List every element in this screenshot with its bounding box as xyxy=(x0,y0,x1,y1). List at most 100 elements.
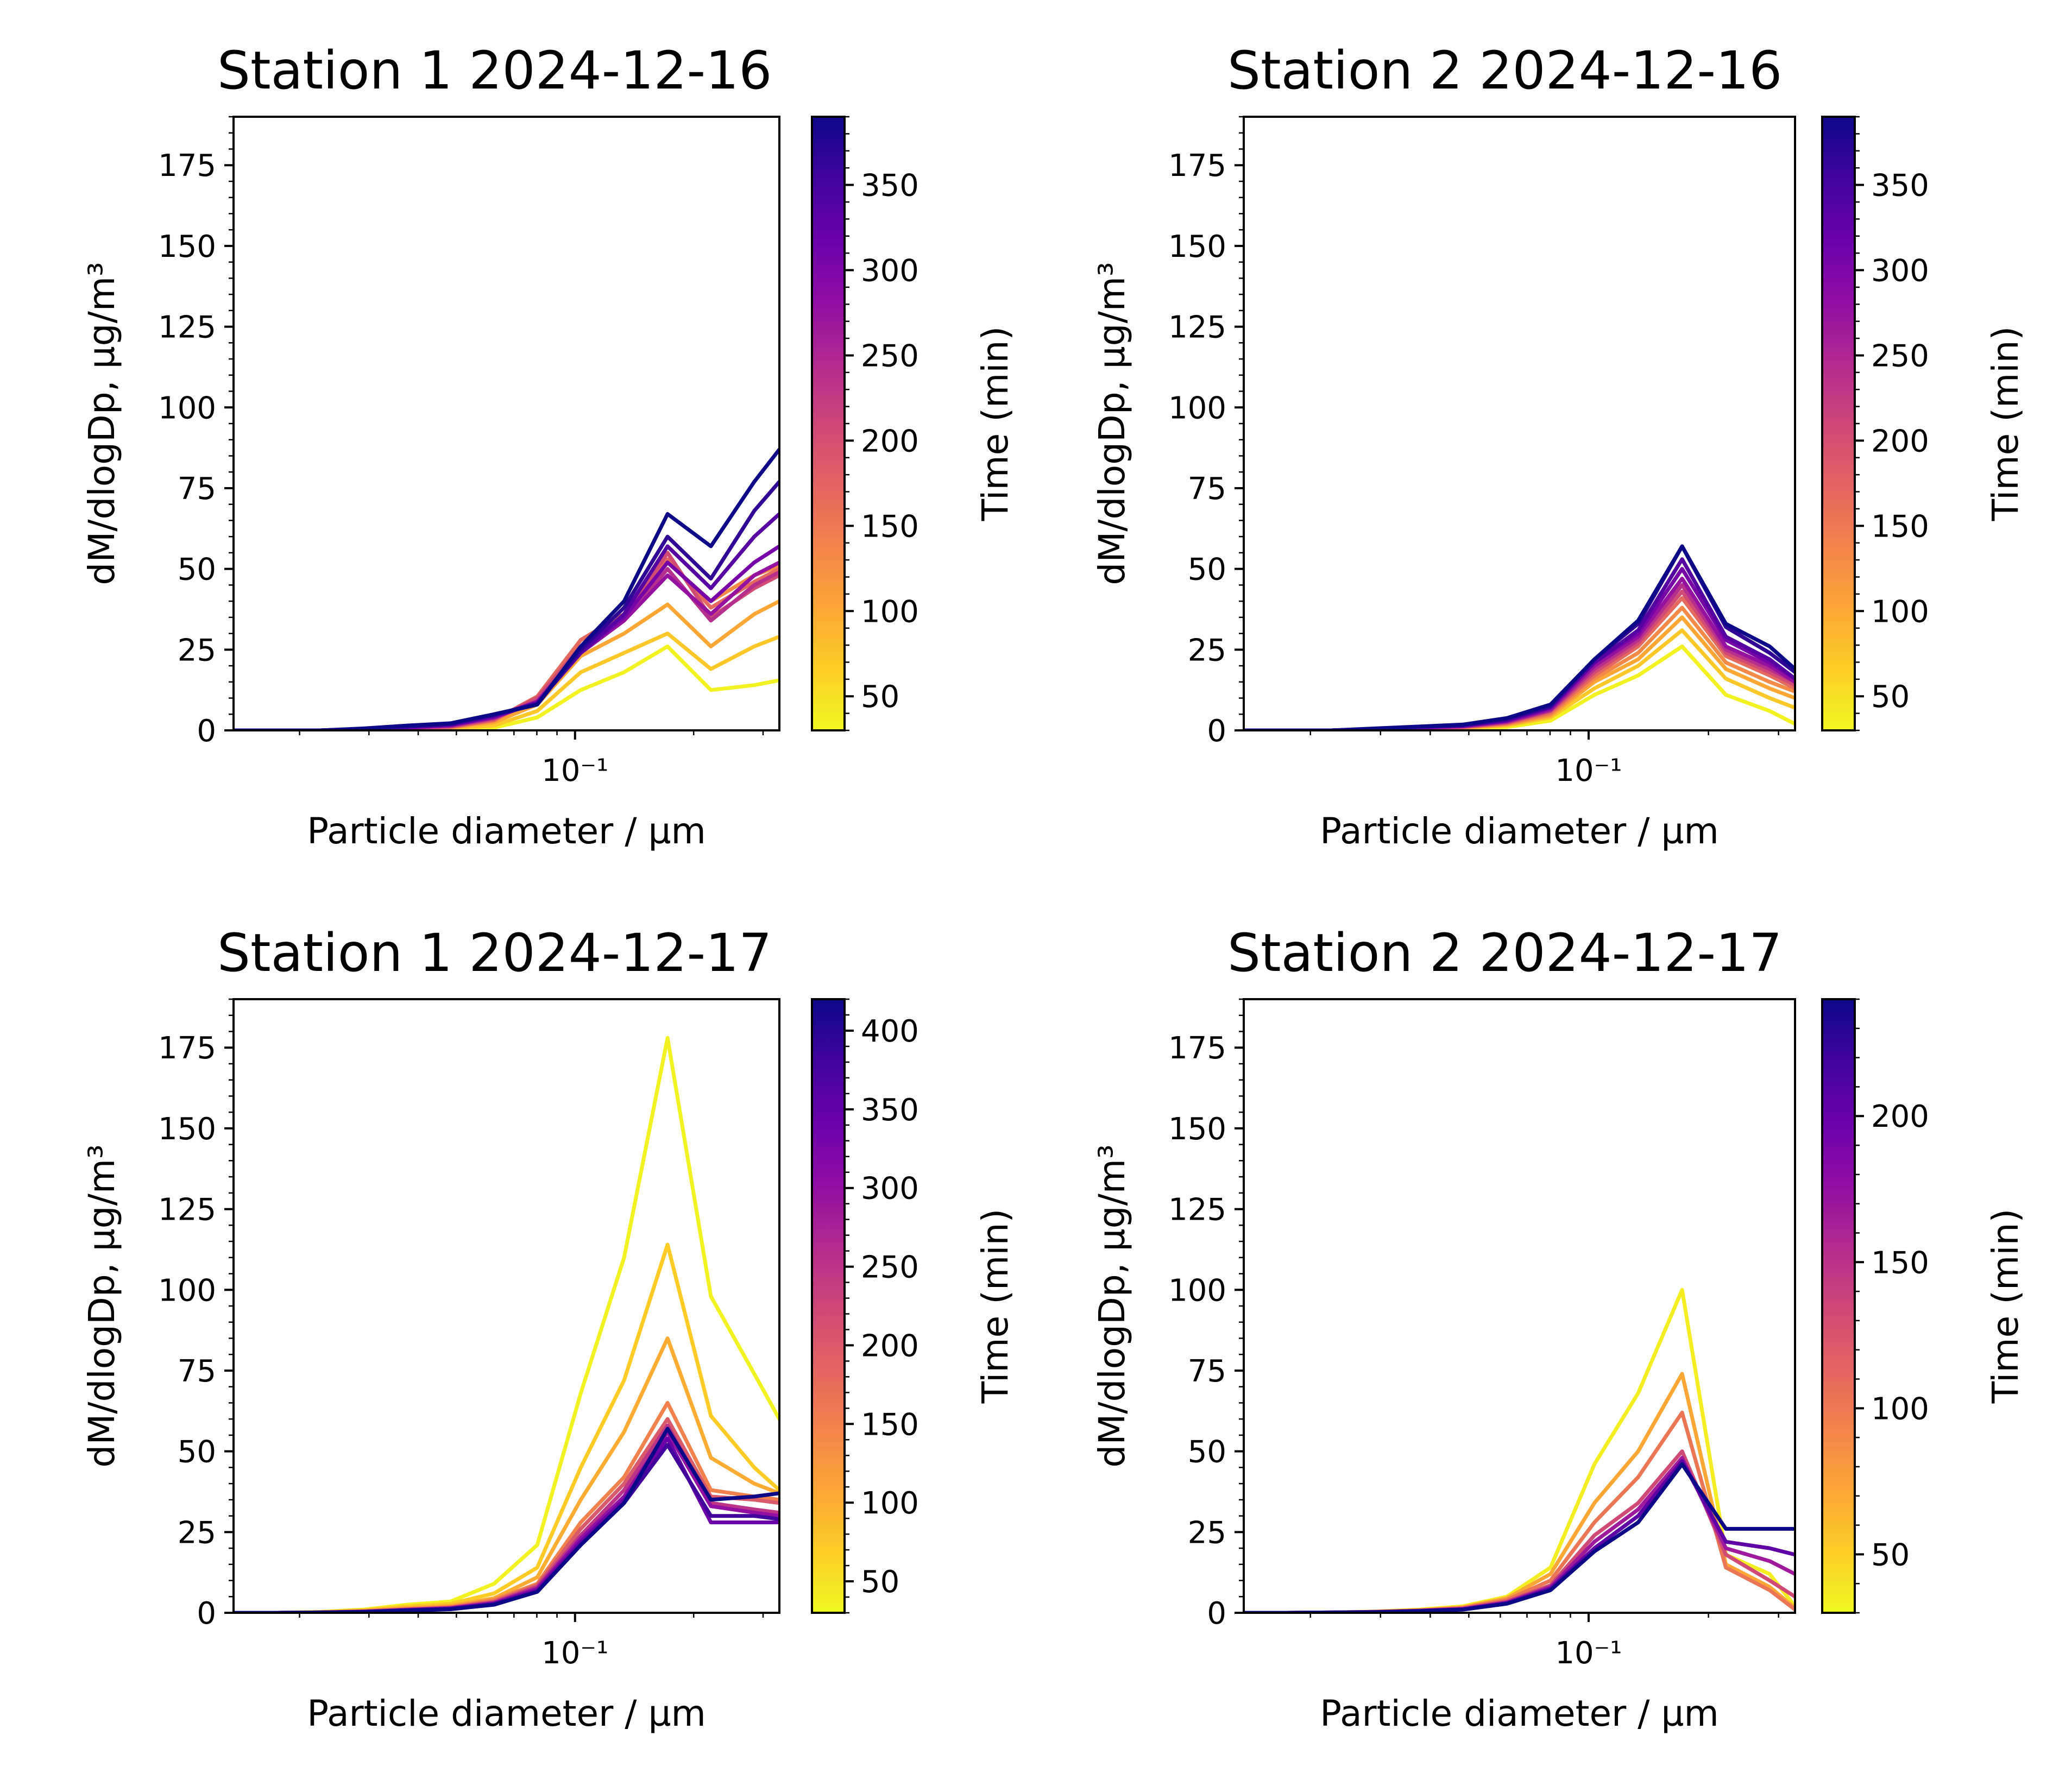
y-axis-label: dM/dlogDp, µg/m³ xyxy=(1091,1144,1133,1467)
y-tick-label: 175 xyxy=(158,148,216,184)
colorbar: 50 100 150 200 Time (min) xyxy=(1821,998,2026,1614)
x-axis-label: Particle diameter / µm xyxy=(1320,1693,1719,1734)
y-tick-label: 125 xyxy=(158,1192,216,1228)
colorbar-tick-label: 50 xyxy=(861,1564,899,1600)
colorbar-tick-label: 150 xyxy=(861,509,919,544)
colorbar-tick-label: 250 xyxy=(861,338,919,374)
series-line-1 xyxy=(1244,1288,1795,1613)
colorbar-fill xyxy=(1822,999,1855,1613)
series-line-5 xyxy=(234,557,779,730)
y-tick-label: 125 xyxy=(158,310,216,345)
colorbar-label: Time (min) xyxy=(1985,326,2026,521)
y-tick-label: 25 xyxy=(1188,1515,1226,1550)
colorbar-fill xyxy=(812,999,845,1613)
chart-title: Station 1 2024-12-17 xyxy=(217,923,772,983)
colorbar-tick-label: 350 xyxy=(861,168,919,204)
y-tick-label: 125 xyxy=(1168,310,1226,345)
series-line-5 xyxy=(234,1417,779,1613)
y-tick-label: 150 xyxy=(1168,229,1226,264)
y-axis-label: dM/dlogDp, µg/m³ xyxy=(1091,262,1133,585)
y-tick-label: 0 xyxy=(197,1596,216,1631)
x-axis-label: Particle diameter / µm xyxy=(307,810,706,852)
colorbar-tick-label: 200 xyxy=(861,1328,919,1364)
colorbar-tick-label: 350 xyxy=(861,1093,919,1128)
y-tick-label: 100 xyxy=(158,390,216,426)
y-tick-label: 0 xyxy=(197,714,216,749)
colorbar-tick-label: 200 xyxy=(1871,424,1929,459)
y-tick-label: 100 xyxy=(1168,1273,1226,1308)
x-tick-label: 10⁻¹ xyxy=(541,1636,608,1671)
colorbar-tick-label: 50 xyxy=(1871,1537,1910,1573)
chart-panel-4: Station 2 2024-12-17 0 25 50 75 100 125 150 175 1… xyxy=(1091,923,2026,1734)
x-axis-label: Particle diameter / µm xyxy=(1320,810,1719,852)
chart-panel-2: Station 2 2024-12-16 0 25 50 75 100 125 150 175 1… xyxy=(1091,40,2026,852)
y-tick-label: 175 xyxy=(1168,148,1226,184)
y-tick-label: 0 xyxy=(1207,714,1226,749)
y-tick-label: 25 xyxy=(178,633,216,668)
colorbar-tick-label: 100 xyxy=(861,594,919,629)
series-group xyxy=(1244,544,1795,730)
colorbar-tick-label: 100 xyxy=(1871,594,1929,629)
y-tick-label: 50 xyxy=(1188,552,1226,588)
y-tick-label: 50 xyxy=(178,552,216,588)
colorbar-tick-label: 250 xyxy=(1871,338,1929,374)
series-group xyxy=(234,447,779,730)
colorbar-fill xyxy=(1822,117,1855,730)
colorbar-tick-label: 100 xyxy=(1871,1391,1929,1427)
colorbar: 50 100 150 200 250 300 350 Time (min) xyxy=(1821,116,2026,731)
y-tick-label: 75 xyxy=(1188,471,1226,507)
series-line-4 xyxy=(234,1400,779,1613)
x-axis-label: Particle diameter / µm xyxy=(307,1693,706,1734)
y-tick-label: 150 xyxy=(158,229,216,264)
y-tick-label: 100 xyxy=(158,1273,216,1308)
colorbar-tick-label: 150 xyxy=(1871,509,1929,544)
y-tick-label: 125 xyxy=(1168,1192,1226,1228)
colorbar-tick-label: 200 xyxy=(1871,1099,1929,1134)
colorbar-tick-label: 150 xyxy=(1871,1245,1929,1280)
series-line-7 xyxy=(1244,583,1795,730)
colorbar: 50 100 150 200 250 300 350 400 Time (min) xyxy=(811,998,1016,1614)
y-tick-label: 50 xyxy=(178,1435,216,1470)
chart-title: Station 1 2024-12-16 xyxy=(217,40,772,101)
series-line-6 xyxy=(234,551,779,730)
y-tick-label: 0 xyxy=(1207,1596,1226,1631)
x-tick-label: 10⁻¹ xyxy=(1555,1636,1622,1671)
colorbar-tick-label: 100 xyxy=(861,1486,919,1521)
chart-title: Station 2 2024-12-16 xyxy=(1227,40,1782,101)
colorbar-frame xyxy=(811,998,846,1614)
y-tick-label: 150 xyxy=(158,1112,216,1147)
chart-panel-3: Station 1 2024-12-17 0 25 50 75 100 125 150 175 1… xyxy=(81,923,1016,1734)
colorbar-frame xyxy=(1821,998,1856,1614)
colorbar-fill xyxy=(812,117,845,730)
colorbar-tick-label: 350 xyxy=(1871,168,1929,204)
colorbar-tick-label: 50 xyxy=(861,679,899,715)
colorbar: 50 100 150 200 250 300 350 Time (min) xyxy=(811,116,1016,731)
plot-frame xyxy=(232,998,780,1614)
y-tick-label: 25 xyxy=(178,1515,216,1550)
y-tick-label: 75 xyxy=(1188,1354,1226,1389)
series-line-2 xyxy=(1244,1372,1795,1613)
colorbar-label: Time (min) xyxy=(1985,1209,2026,1404)
x-tick-label: 10⁻¹ xyxy=(541,753,608,788)
colorbar-tick-label: 300 xyxy=(1871,254,1929,289)
y-axis-label: dM/dlogDp, µg/m³ xyxy=(81,1144,123,1467)
y-tick-label: 175 xyxy=(158,1031,216,1066)
series-line-2 xyxy=(234,1242,779,1613)
plot-frame xyxy=(232,116,780,731)
chart-title: Station 2 2024-12-17 xyxy=(1227,923,1782,983)
series-line-10 xyxy=(234,512,779,730)
colorbar-tick-label: 250 xyxy=(861,1250,919,1285)
series-group xyxy=(234,1036,779,1613)
colorbar-tick-label: 200 xyxy=(861,424,919,459)
series-line-3 xyxy=(1244,1410,1795,1613)
y-tick-label: 100 xyxy=(1168,390,1226,426)
series-group xyxy=(1244,1288,1795,1613)
y-tick-label: 25 xyxy=(1188,633,1226,668)
y-tick-label: 50 xyxy=(1188,1435,1226,1470)
y-tick-label: 75 xyxy=(178,471,216,507)
colorbar-tick-label: 400 xyxy=(861,1014,919,1049)
y-axis-label: dM/dlogDp, µg/m³ xyxy=(81,262,123,585)
colorbar-label: Time (min) xyxy=(974,1209,1016,1404)
series-line-9 xyxy=(1244,567,1795,730)
